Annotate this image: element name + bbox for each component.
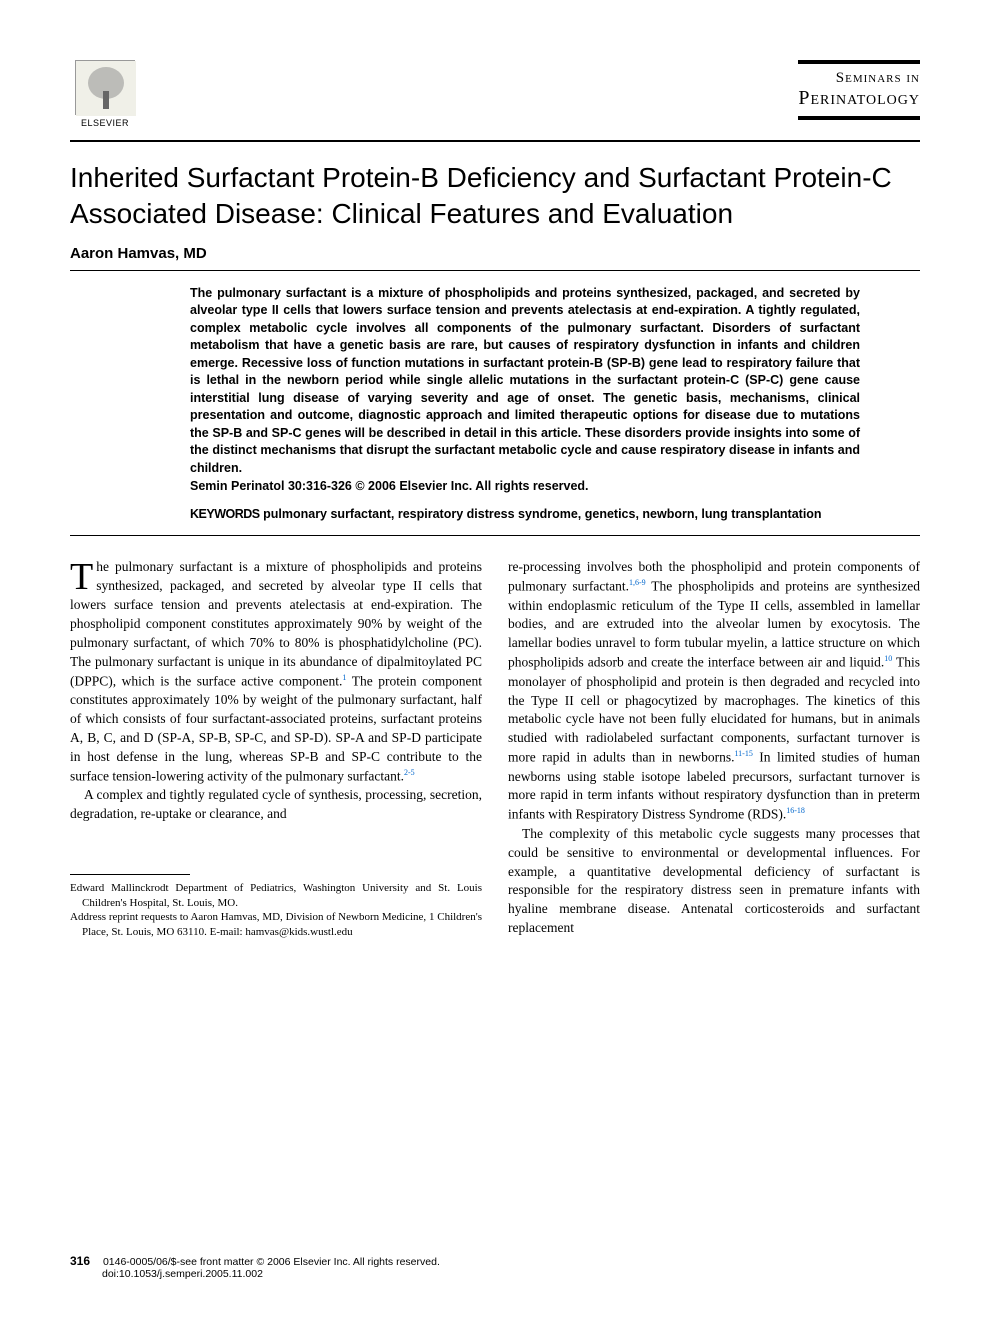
header-divider (70, 140, 920, 142)
body-para-1: The pulmonary surfactant is a mixture of… (70, 558, 482, 786)
keywords-line: KEYWORDS pulmonary surfactant, respirato… (190, 507, 860, 521)
citation-ref[interactable]: 1,6-9 (629, 578, 646, 587)
dropcap: T (70, 558, 96, 593)
page-footer: 316 0146-0005/06/$-see front matter © 20… (70, 1254, 920, 1280)
body-para-2: A complex and tightly regulated cycle of… (70, 786, 482, 824)
doi-text: doi:10.1053/j.semperi.2005.11.002 (102, 1268, 920, 1280)
article-title: Inherited Surfactant Protein-B Deficienc… (70, 160, 920, 233)
right-column: re-processing involves both the phosphol… (508, 558, 920, 940)
left-column: The pulmonary surfactant is a mixture of… (70, 558, 482, 940)
abstract-citation: Semin Perinatol 30:316-326 © 2006 Elsevi… (190, 479, 860, 493)
publisher-logo: ELSEVIER (70, 60, 140, 130)
journal-name-line2: Perinatology (798, 87, 920, 110)
keywords-text: pulmonary surfactant, respiratory distre… (263, 507, 821, 521)
copyright-text: 0146-0005/06/$-see front matter © 2006 E… (103, 1256, 440, 1268)
elsevier-tree-icon (75, 60, 135, 115)
journal-name-line1: Seminars in (798, 70, 920, 87)
body-columns: The pulmonary surfactant is a mixture of… (70, 558, 920, 940)
publisher-name: ELSEVIER (81, 118, 129, 128)
abstract-text: The pulmonary surfactant is a mixture of… (190, 285, 860, 478)
body-para-4: The complexity of this metabolic cycle s… (508, 825, 920, 938)
author-divider (70, 270, 920, 271)
citation-ref[interactable]: 2-5 (404, 768, 415, 777)
header: ELSEVIER Seminars in Perinatology (70, 60, 920, 130)
body-text: This monolayer of phospholipid and prote… (508, 655, 920, 765)
footnote-affiliation: Edward Mallinckrodt Department of Pediat… (70, 881, 482, 911)
citation-ref[interactable]: 11-15 (734, 749, 752, 758)
body-text: The protein component constitutes approx… (70, 673, 482, 783)
keywords-label: KEYWORDS (190, 507, 260, 521)
abstract-block: The pulmonary surfactant is a mixture of… (190, 285, 920, 522)
body-para-3: re-processing involves both the phosphol… (508, 558, 920, 824)
page-number: 316 (70, 1254, 90, 1268)
abstract-divider (70, 535, 920, 536)
journal-title-box: Seminars in Perinatology (798, 60, 920, 120)
footnote-correspondence: Address reprint requests to Aaron Hamvas… (70, 910, 482, 940)
footnote-divider (70, 874, 190, 875)
citation-ref[interactable]: 16-18 (786, 806, 805, 815)
body-text: he pulmonary surfactant is a mixture of … (70, 559, 482, 688)
author-name: Aaron Hamvas, MD (70, 245, 920, 262)
